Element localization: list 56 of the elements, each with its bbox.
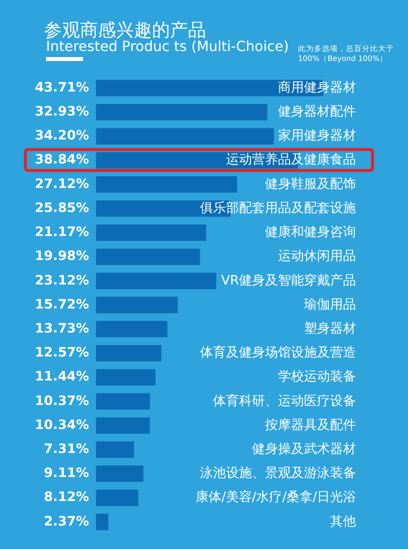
data-label: 43.71% [34, 80, 89, 96]
data-label: 11.44% [34, 370, 89, 385]
y-tick-label: 俱乐部配套用品及配套设施 [200, 200, 356, 216]
y-tick-label: 健身器材配件 [278, 104, 356, 120]
data-label: 15.72% [34, 297, 89, 312]
bar [96, 296, 178, 314]
bar [96, 369, 156, 386]
y-tick-label: 健康和健身咨询 [265, 225, 356, 240]
y-tick-label: 体育及健身场馆设施及营造 [200, 344, 356, 361]
data-label: 13.73% [34, 321, 89, 336]
data-label: 21.17% [34, 225, 89, 240]
data-label: 2.37% [44, 514, 89, 530]
bar [96, 345, 162, 362]
data-label: 8.12% [44, 490, 89, 506]
data-label: 7.31% [44, 442, 89, 458]
bar [96, 128, 274, 144]
bar [96, 248, 200, 265]
data-label: 10.34% [34, 418, 89, 433]
y-tick-label: 运动营养品及健康食品 [226, 152, 356, 168]
bar [96, 490, 138, 506]
y-tick-label: 体育科研、运动医疗设备 [213, 392, 356, 409]
y-tick-label: 瑜伽用品 [304, 297, 356, 312]
y-tick-label: 其他 [330, 514, 356, 530]
y-tick-label: 家用健身器材 [278, 128, 356, 144]
chart-title: 参观商感兴趣的产品 [44, 19, 206, 41]
bar [96, 320, 168, 338]
bar [96, 417, 150, 434]
y-tick-label: 运动休闲用品 [278, 249, 356, 264]
data-label: 34.20% [34, 128, 89, 144]
data-label: 12.57% [34, 346, 89, 361]
data-label: 23.12% [34, 273, 89, 288]
bar [96, 176, 238, 193]
y-tick-label: 学校运动装备 [278, 370, 356, 385]
y-tick-label: 商用健身器材 [278, 80, 356, 96]
data-label: 25.85% [34, 200, 89, 216]
y-tick-label: 健身操及武术器材 [252, 442, 356, 458]
chart-subtitle: Interested Produc ts (Multi-Choice) [46, 39, 289, 55]
y-tick-label: 塑身器材 [304, 320, 356, 336]
data-label: 32.93% [34, 104, 89, 120]
data-label: 38.84% [34, 152, 89, 168]
data-label: 10.37% [34, 394, 89, 409]
bar [96, 514, 108, 530]
bar [96, 466, 144, 482]
y-tick-label: 按摩器具及配件 [265, 418, 356, 433]
data-label: 9.11% [44, 466, 89, 482]
y-tick-label: 泳池设施、景观及游泳装备 [200, 465, 356, 482]
bar [96, 441, 134, 458]
data-label: 19.98% [34, 249, 89, 264]
data-label: 27.12% [34, 176, 89, 192]
y-tick-label: 康体/美容/水疗/桑拿/日光浴 [195, 489, 356, 506]
bar [96, 393, 150, 410]
bar [96, 272, 216, 290]
y-tick-label: VR健身及智能穿戴产品 [221, 273, 356, 288]
bar [96, 104, 268, 120]
y-tick-label: 健身鞋服及配饰 [265, 176, 356, 192]
bar [96, 224, 206, 241]
